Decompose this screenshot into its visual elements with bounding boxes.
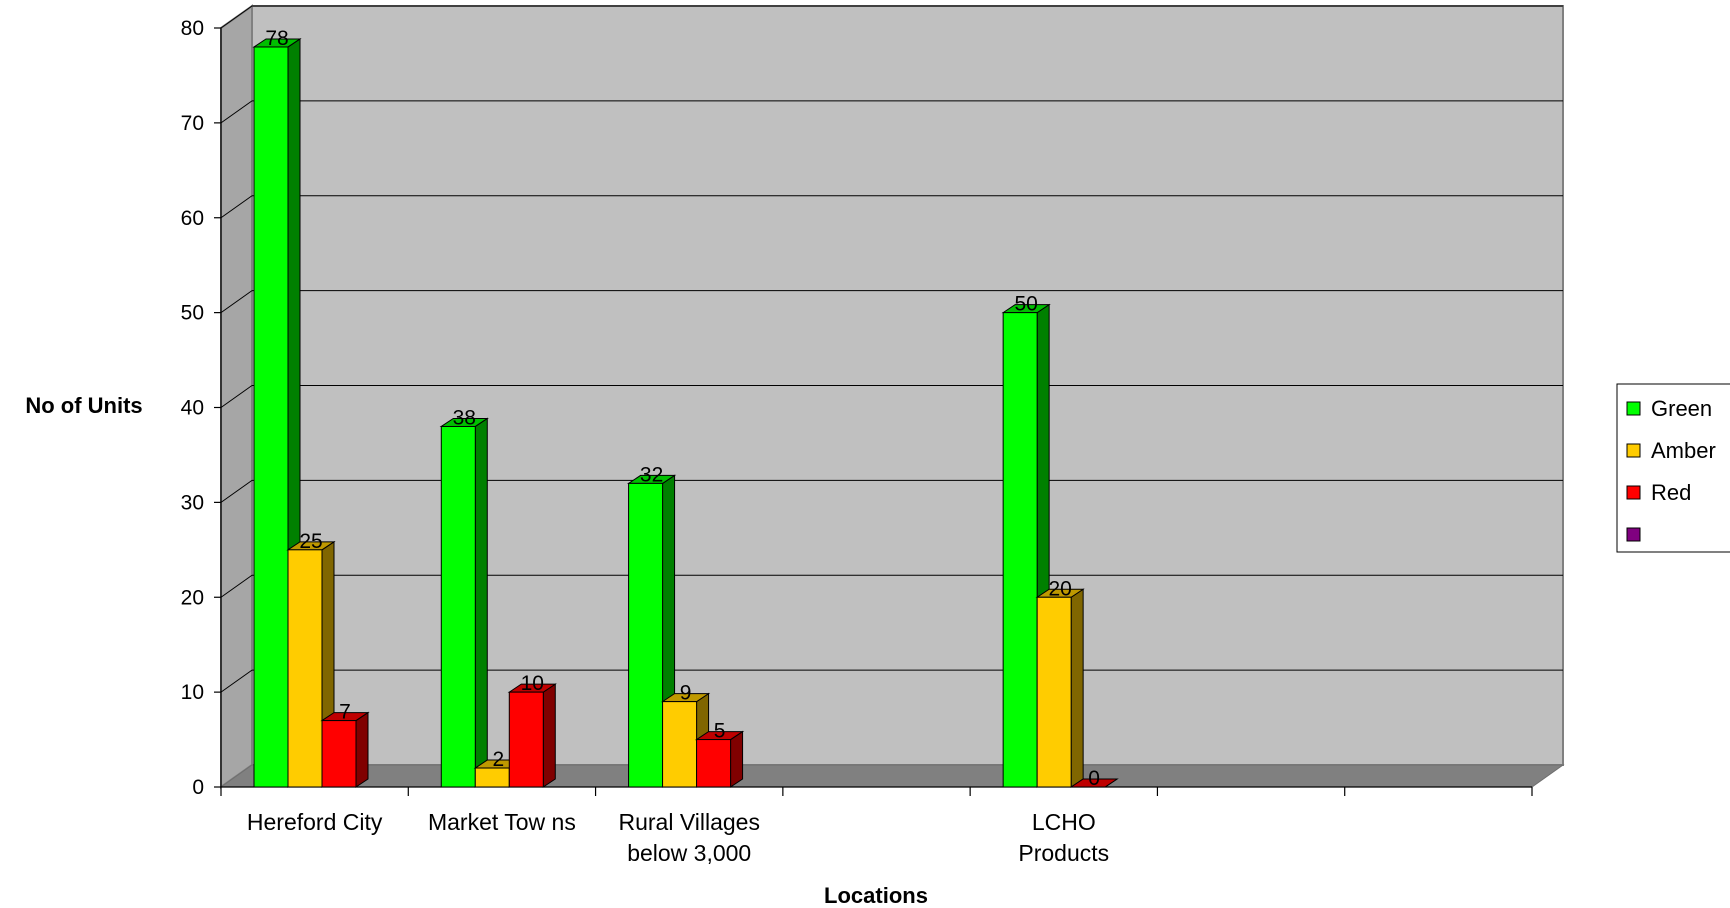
x-category-label: Products	[1018, 840, 1109, 866]
x-category-label: Market Tow ns	[428, 809, 576, 835]
x-category-labels: Hereford City Market Tow ns Rural Villages…	[247, 809, 1109, 866]
legend-swatch	[1626, 527, 1641, 542]
data-label: 20	[1048, 577, 1071, 600]
bar-amber	[1035, 588, 1085, 788]
legend: Green Amber Red	[1616, 383, 1730, 553]
data-label: 7	[339, 701, 351, 724]
gridline-side	[220, 195, 253, 219]
gridline-side	[220, 100, 253, 124]
bar-red	[694, 730, 745, 788]
y-tick-label: 20	[181, 586, 204, 609]
data-label: 9	[680, 682, 692, 705]
y-tick-label: 60	[181, 207, 204, 230]
data-label: 32	[640, 463, 663, 486]
data-label: 5	[714, 720, 726, 743]
y-tick-label: 80	[181, 17, 204, 40]
y-tick-labels: 0 10 20 30 40 50 60 70 80	[181, 17, 221, 799]
bar-red	[507, 683, 557, 788]
legend-label: Amber	[1651, 438, 1716, 463]
y-tick-label: 40	[181, 397, 204, 420]
legend-swatch	[1626, 443, 1641, 458]
y-tick-label: 50	[181, 302, 204, 325]
data-label: 78	[265, 27, 288, 50]
x-axis-title: Locations	[824, 883, 928, 908]
legend-items: Green Amber Red	[1626, 396, 1716, 542]
legend-label: Red	[1651, 480, 1691, 505]
y-tick-label: 30	[181, 491, 204, 514]
data-label: 25	[299, 530, 322, 553]
data-label: 38	[453, 406, 476, 429]
gridline-side	[220, 574, 253, 598]
x-category-label: LCHO	[1032, 809, 1096, 835]
legend-swatch	[1626, 485, 1641, 500]
legend-swatch	[1626, 401, 1641, 416]
gridline-side	[220, 290, 253, 314]
gridline-side	[220, 5, 253, 29]
floor-plane	[219, 764, 1565, 788]
legend-label: Green	[1651, 396, 1712, 421]
bars	[252, 38, 1119, 788]
gridline-side	[220, 669, 253, 693]
bar-green	[439, 417, 489, 788]
data-label: 50	[1014, 293, 1037, 316]
bar-red	[320, 711, 370, 788]
gridline-side	[220, 479, 253, 503]
x-category-label: below 3,000	[627, 840, 751, 866]
y-tick-label: 70	[181, 112, 204, 135]
x-category-label: Hereford City	[247, 809, 383, 835]
chart-floor	[219, 764, 1565, 788]
data-label: 2	[492, 748, 504, 771]
x-category-label: Rural Villages	[618, 809, 759, 835]
gridline-side	[220, 385, 253, 408]
y-tick-label: 0	[192, 776, 204, 799]
data-label: 10	[521, 672, 544, 695]
y-tick-label: 10	[181, 681, 204, 704]
data-label: 0	[1088, 767, 1100, 790]
bar-red	[1069, 778, 1119, 788]
y-axis-title: No of Units	[25, 393, 142, 418]
